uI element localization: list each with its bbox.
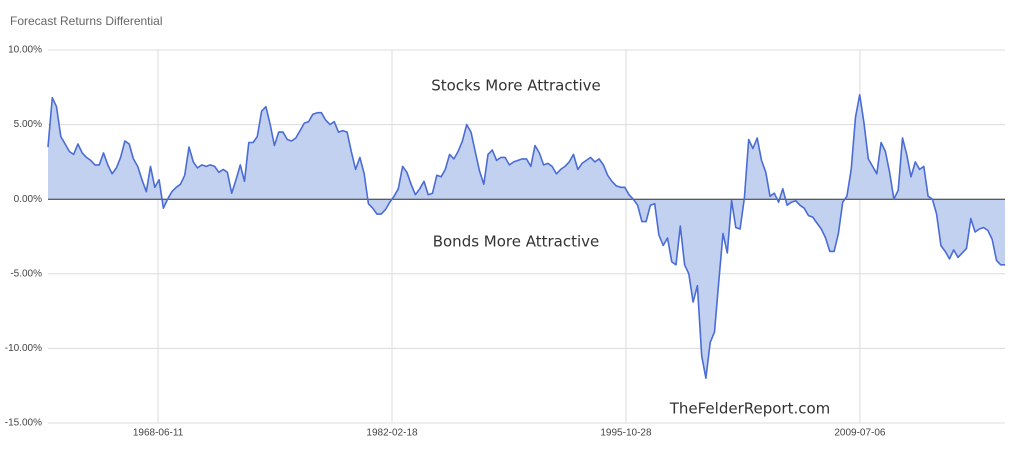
chart-title: Forecast Returns Differential: [10, 14, 163, 28]
x-tick-label: 2009-07-06: [834, 428, 886, 439]
y-tick-label: 10.00%: [8, 45, 42, 56]
y-tick-label: 5.00%: [14, 119, 42, 130]
y-tick-label: -15.00%: [5, 418, 42, 429]
annotation: Stocks More Attractive: [431, 77, 601, 95]
y-tick-label: -10.00%: [5, 343, 42, 354]
area: [48, 94, 1005, 379]
annotation: TheFelderReport.com: [669, 400, 831, 418]
annotation: Bonds More Attractive: [433, 233, 600, 251]
y-tick-label: 0.00%: [14, 194, 42, 205]
line: [47, 94, 1005, 379]
y-tick-label: -5.00%: [10, 268, 42, 279]
x-tick-label: 1982-02-18: [366, 428, 418, 439]
x-tick-label: 1995-10-28: [600, 428, 652, 439]
x-tick-label: 1968-06-11: [133, 428, 184, 439]
